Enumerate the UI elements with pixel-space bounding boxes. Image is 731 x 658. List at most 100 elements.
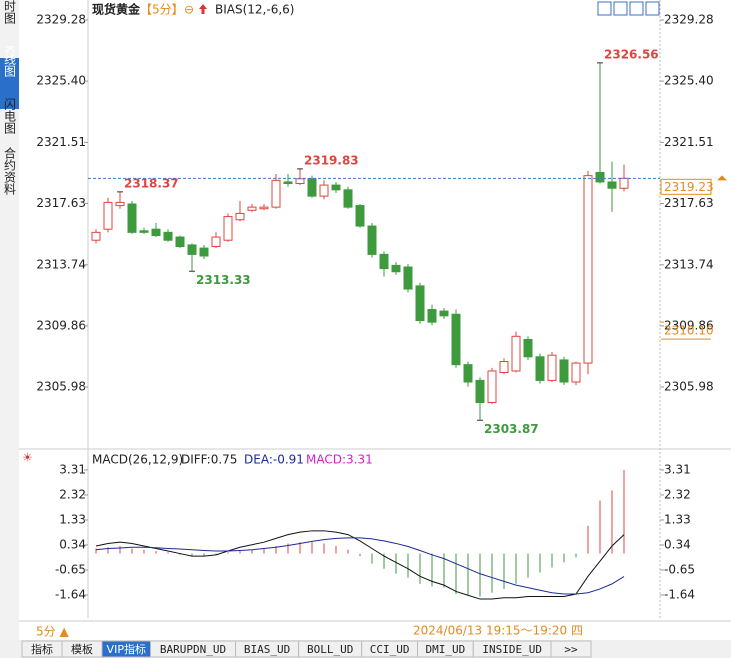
period-button[interactable]: 5分 ▲ — [36, 625, 69, 639]
y2-tick-label: 1.33 — [664, 512, 691, 526]
candle-body — [487, 370, 497, 403]
tool-button[interactable] — [613, 1, 628, 16]
y2-tick-label: 2305.98 — [664, 380, 714, 394]
candle-body — [535, 356, 545, 381]
y-tick-label: 2305.98 — [36, 380, 86, 394]
candle-body — [583, 175, 593, 364]
y2-tick-label: 2325.40 — [664, 74, 714, 88]
extreme-label: 2313.33 — [196, 273, 251, 287]
bottom-tab[interactable]: 模板 — [71, 642, 93, 656]
y2-tick-label: -1.64 — [664, 588, 695, 602]
bottom-tab[interactable]: BOLL_UD — [307, 643, 353, 656]
tool-button[interactable] — [597, 1, 612, 16]
candle-body — [247, 206, 257, 211]
candle-body — [283, 181, 293, 185]
extreme-label: 2319.83 — [304, 153, 359, 167]
period-icon: ⊖ — [184, 3, 194, 17]
candle-body — [523, 338, 533, 358]
side-tab-bg — [0, 58, 19, 109]
y-tick-label: 0.34 — [59, 537, 86, 551]
last-price-box — [660, 178, 712, 195]
candle-body — [211, 236, 221, 248]
y-tick-label: 1.33 — [59, 512, 86, 526]
side-tab[interactable]: 合约资料 — [3, 146, 17, 195]
tool-button[interactable] — [645, 1, 660, 16]
side-tab[interactable]: K线图 — [3, 45, 17, 77]
bottom-tab[interactable]: INSIDE_UD — [482, 643, 542, 656]
bottom-tab[interactable]: CCI_UD — [370, 643, 410, 656]
candle-body — [439, 310, 449, 317]
candle-body — [355, 205, 365, 227]
candle-body — [103, 201, 113, 230]
candle-body — [127, 203, 137, 233]
candle-body — [139, 230, 149, 233]
candle-body — [343, 189, 353, 208]
bottom-tab[interactable]: BIAS_UD — [244, 643, 290, 656]
bottom-tab[interactable]: BARUPDN_UD — [160, 643, 226, 656]
candle-body — [151, 228, 161, 236]
y-tick-label: -0.65 — [55, 562, 86, 576]
tab-bg — [550, 640, 592, 658]
legend-dea: DEA:-0.91 — [244, 453, 304, 467]
candle-body — [319, 184, 329, 197]
candle-body — [199, 247, 209, 257]
bias-icon — [199, 4, 207, 14]
candle-body — [379, 253, 389, 270]
bottom-tab[interactable]: VIP指标 — [107, 642, 146, 656]
candle-body — [499, 361, 509, 374]
candle-body — [163, 231, 173, 241]
y-tick-label: 2317.63 — [36, 196, 86, 210]
candle-body — [91, 231, 101, 241]
toolbar[interactable] — [597, 1, 660, 16]
y2-tick-label: 2317.63 — [664, 196, 714, 210]
candle-body — [331, 184, 341, 191]
last-price-label: 2319.23 — [664, 180, 714, 194]
candle-body — [271, 179, 281, 208]
y-tick-label: 2321.51 — [36, 135, 86, 149]
candle-body — [571, 362, 581, 383]
bottom-tab[interactable]: DMI_UD — [426, 643, 466, 656]
macd-title: MACD(26,12,9) — [92, 453, 183, 467]
candle-body — [235, 212, 245, 221]
bottom-tab[interactable]: >> — [564, 643, 578, 656]
candle-body — [367, 225, 377, 255]
candle-body — [463, 364, 473, 383]
candle-body — [391, 264, 401, 273]
candle-body — [511, 335, 521, 372]
candle-body — [259, 206, 269, 210]
candle-body — [595, 171, 605, 183]
candle-body — [415, 285, 425, 322]
macd-icon: ☀ — [22, 451, 33, 465]
candle-body — [547, 354, 557, 381]
y2-tick-label: 3.31 — [664, 462, 691, 476]
extreme-label: 2303.87 — [484, 422, 539, 436]
tool-button[interactable] — [629, 1, 644, 16]
macd-line — [95, 530, 625, 600]
candle-body — [187, 244, 197, 255]
candle-body — [223, 216, 233, 241]
y2-tick-label: -0.65 — [664, 562, 695, 576]
crosshair-time: 2024/06/13 19:15～19:20 四 — [413, 624, 583, 638]
y-tick-label: 3.31 — [59, 462, 86, 476]
candle-body — [115, 201, 125, 207]
candle-body — [451, 313, 461, 366]
y2-tick-label: 2313.74 — [664, 257, 714, 271]
candle-body — [175, 236, 185, 248]
macd-line — [95, 537, 625, 595]
extreme-label: 2318.37 — [124, 176, 179, 190]
extreme-label: 2326.56 — [604, 47, 659, 61]
side-tab[interactable]: 分时图 — [3, 0, 17, 24]
indicator: BIAS(12,-6,6) — [215, 3, 294, 17]
y-tick-label: -1.64 — [55, 588, 86, 602]
y-tick-label: 2329.28 — [36, 13, 86, 27]
last-price-arrow — [717, 175, 727, 181]
legend-diff: DIFF:0.75 — [181, 453, 237, 467]
bottom-tab[interactable]: 指标 — [31, 642, 53, 656]
candle-body — [403, 266, 413, 290]
legend-macd: MACD:3.31 — [306, 453, 373, 467]
side-tab[interactable]: 闪电图 — [3, 98, 17, 134]
y2-tick-label: 2309.86 — [664, 318, 714, 332]
y-tick-label: 2325.40 — [36, 74, 86, 88]
